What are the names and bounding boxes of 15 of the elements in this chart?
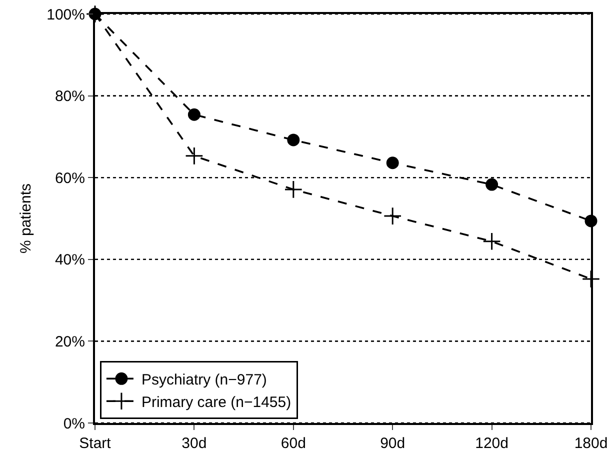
y-tick-label: 40%: [54, 252, 85, 269]
x-tick-label: 90d: [380, 435, 406, 452]
y-tick-label: 0%: [63, 415, 85, 432]
y-tick-label: 80%: [54, 88, 85, 106]
x-tick-label: 30d: [182, 435, 207, 452]
legend-label: Psychiatry (n−977): [141, 372, 267, 389]
x-tick-label: 60d: [280, 435, 306, 452]
y-tick-label: 60%: [54, 170, 85, 187]
y-axis-title: % patients: [17, 183, 34, 254]
x-tick-label: 180d: [574, 435, 608, 452]
y-tick-label: 100%: [46, 6, 85, 24]
y-tick-label: 20%: [54, 333, 85, 350]
x-tick-label: Start: [79, 435, 112, 452]
x-tick-label: 120d: [475, 435, 508, 452]
legend-label: Primary care (n−1455): [141, 394, 292, 412]
